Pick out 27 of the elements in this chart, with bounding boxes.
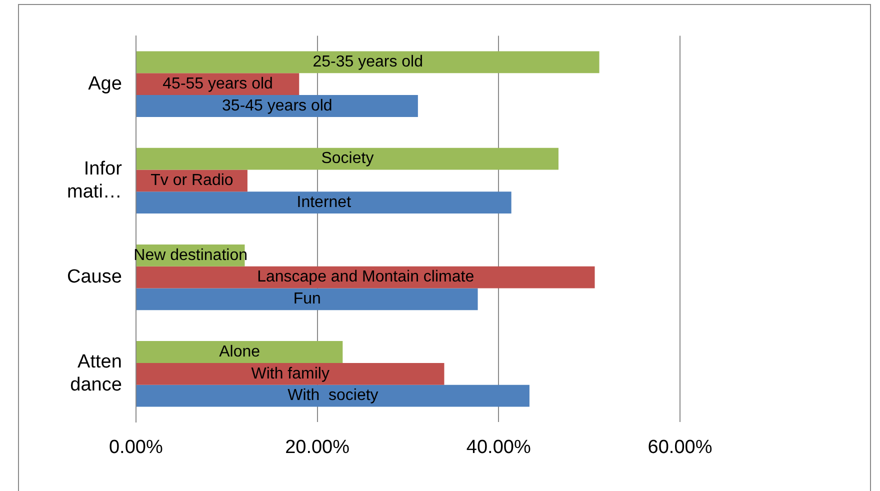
bar (136, 341, 343, 363)
bar (136, 288, 478, 310)
data-label: Lanscape and Montain climate (257, 268, 474, 286)
bar (136, 362, 444, 385)
data-label: 25-35 years old (312, 54, 424, 71)
x-tick-label: 40.00% (466, 436, 531, 458)
data-label: Society (321, 150, 374, 168)
x-tick-label: 0.00% (108, 436, 163, 458)
data-label: With society (288, 387, 378, 404)
y-tick-label: Cause (67, 266, 122, 288)
bar (136, 148, 558, 170)
y-tick-label: Infor mati… (67, 158, 123, 202)
y-tick-label: Atten dance (70, 352, 122, 396)
data-label: 45-55 years old (162, 76, 273, 93)
data-label: Alone (219, 343, 260, 360)
y-tick-label: Age (88, 73, 122, 94)
bar (136, 384, 530, 407)
data-label: 35-45 years old (222, 97, 332, 114)
data-label: With family (251, 365, 330, 382)
data-label: Fun (293, 290, 321, 308)
data-label: Internet (296, 194, 352, 211)
bar (136, 51, 600, 74)
data-label: Tv or Radio (150, 172, 234, 190)
x-tick-label: 20.00% (285, 436, 350, 458)
bar (136, 95, 418, 117)
x-tick-label: 60.00% (648, 436, 712, 458)
bar (136, 192, 512, 214)
